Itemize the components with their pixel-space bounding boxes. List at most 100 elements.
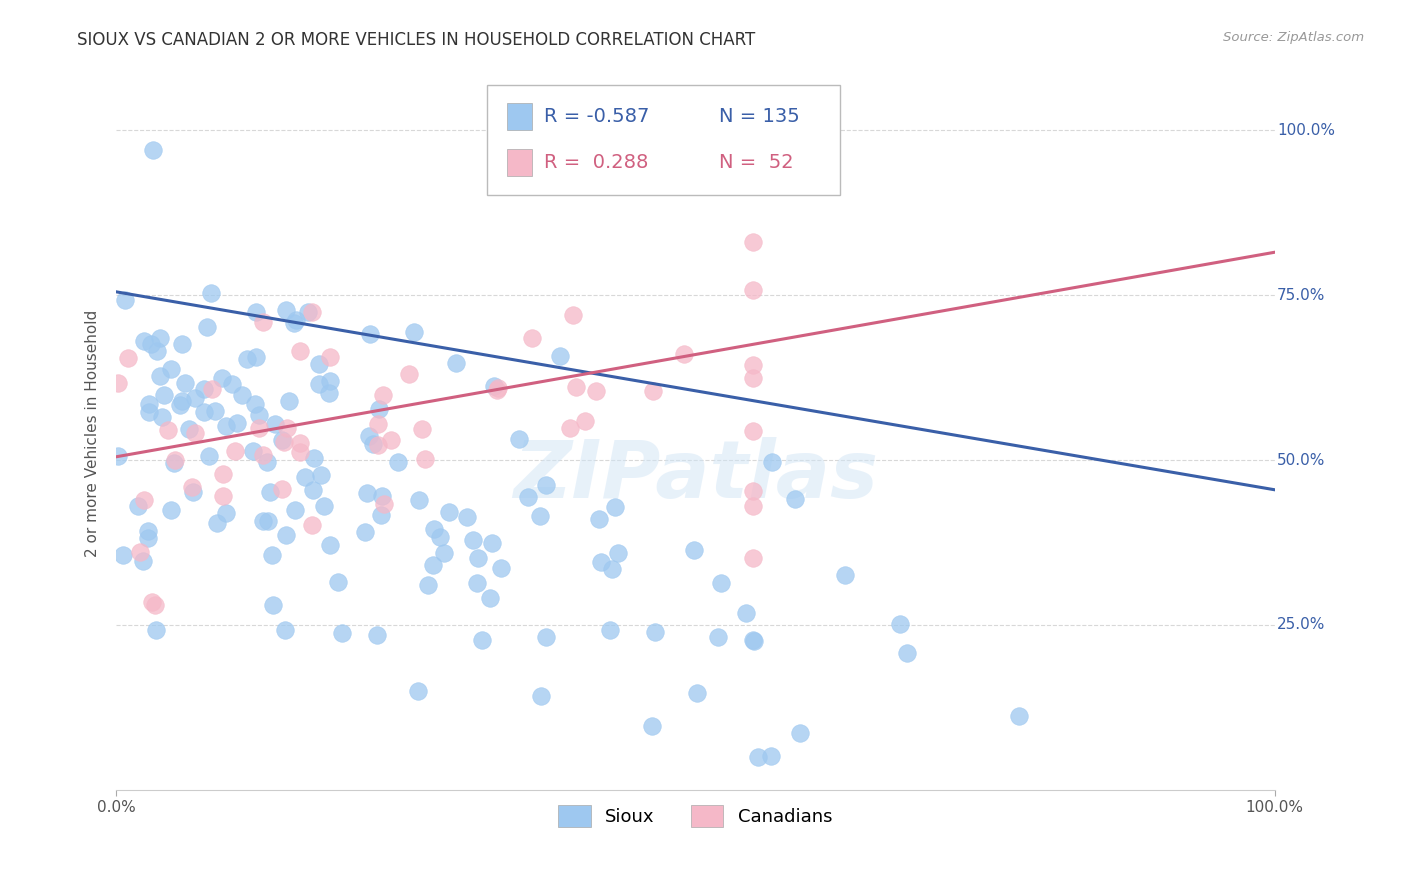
Point [138, 405, 160, 419]
Point [742, 235, 765, 250]
Point [288, 445, 311, 459]
Point [195, 320, 218, 334]
Point [742, 370, 765, 384]
Point [380, 433, 402, 447]
Text: ZIPatlas: ZIPatlas [513, 437, 877, 516]
FancyBboxPatch shape [506, 149, 531, 177]
Point [138, 397, 160, 411]
Point [742, 500, 765, 514]
Point [641, 719, 664, 733]
Point [243, 397, 266, 411]
Point [132, 554, 155, 568]
Point [366, 628, 388, 642]
Point [212, 467, 235, 482]
Point [465, 576, 488, 591]
FancyBboxPatch shape [486, 85, 841, 195]
Point [683, 542, 706, 557]
Text: 50.0%: 50.0% [1277, 452, 1326, 467]
Point [156, 424, 179, 438]
Point [294, 470, 316, 484]
Point [129, 544, 152, 558]
Point [177, 422, 200, 436]
Point [508, 433, 530, 447]
Point [288, 344, 311, 359]
Point [160, 502, 183, 516]
Text: 75.0%: 75.0% [1277, 287, 1326, 302]
Point [276, 420, 298, 434]
Point [562, 308, 585, 322]
Point [153, 388, 176, 402]
Point [742, 283, 765, 297]
Point [149, 368, 172, 383]
Point [274, 623, 297, 637]
Point [491, 561, 513, 575]
Text: R = -0.587: R = -0.587 [544, 107, 650, 126]
Point [589, 555, 612, 569]
Point [761, 748, 783, 763]
Point [184, 425, 207, 440]
Point [889, 617, 911, 632]
Point [172, 394, 194, 409]
Point [644, 625, 666, 640]
Point [111, 548, 134, 562]
Point [560, 421, 582, 435]
Point [686, 686, 709, 700]
Point [288, 436, 311, 450]
Point [256, 455, 278, 469]
Point [1008, 709, 1031, 723]
Point [184, 391, 207, 405]
Point [367, 438, 389, 452]
Point [370, 489, 392, 503]
Point [433, 545, 456, 559]
Point [402, 325, 425, 339]
Point [367, 417, 389, 432]
Point [444, 356, 467, 370]
Point [257, 514, 280, 528]
Point [163, 456, 186, 470]
Point [301, 518, 323, 533]
Point [132, 334, 155, 348]
Point [398, 367, 420, 381]
Point [373, 388, 395, 402]
Point [422, 558, 444, 573]
Point [308, 358, 330, 372]
Point [606, 546, 628, 560]
Point [170, 337, 193, 351]
Point [467, 550, 489, 565]
Point [529, 508, 551, 523]
Point [789, 725, 811, 739]
Point [408, 493, 430, 508]
Point [516, 490, 538, 504]
Text: N =  52: N = 52 [718, 153, 793, 172]
Point [117, 351, 139, 366]
Point [226, 417, 249, 431]
Point [159, 362, 181, 376]
Point [284, 502, 307, 516]
Point [211, 371, 233, 385]
Point [215, 418, 238, 433]
Point [145, 623, 167, 637]
Text: N = 135: N = 135 [718, 107, 800, 126]
Text: 25.0%: 25.0% [1277, 617, 1326, 632]
Point [198, 450, 221, 464]
Point [271, 433, 294, 447]
Point [274, 302, 297, 317]
Point [330, 625, 353, 640]
Point [132, 492, 155, 507]
Point [574, 414, 596, 428]
Point [585, 384, 607, 398]
Point [370, 508, 392, 523]
Point [236, 351, 259, 366]
Point [478, 591, 501, 606]
Point [599, 624, 621, 638]
Point [357, 429, 380, 443]
Point [215, 506, 238, 520]
Point [742, 551, 765, 566]
Point [169, 398, 191, 412]
Point [107, 449, 129, 463]
Point [416, 578, 439, 592]
Point [204, 404, 226, 418]
Point [481, 536, 503, 550]
Point [273, 435, 295, 450]
Point [318, 385, 340, 400]
